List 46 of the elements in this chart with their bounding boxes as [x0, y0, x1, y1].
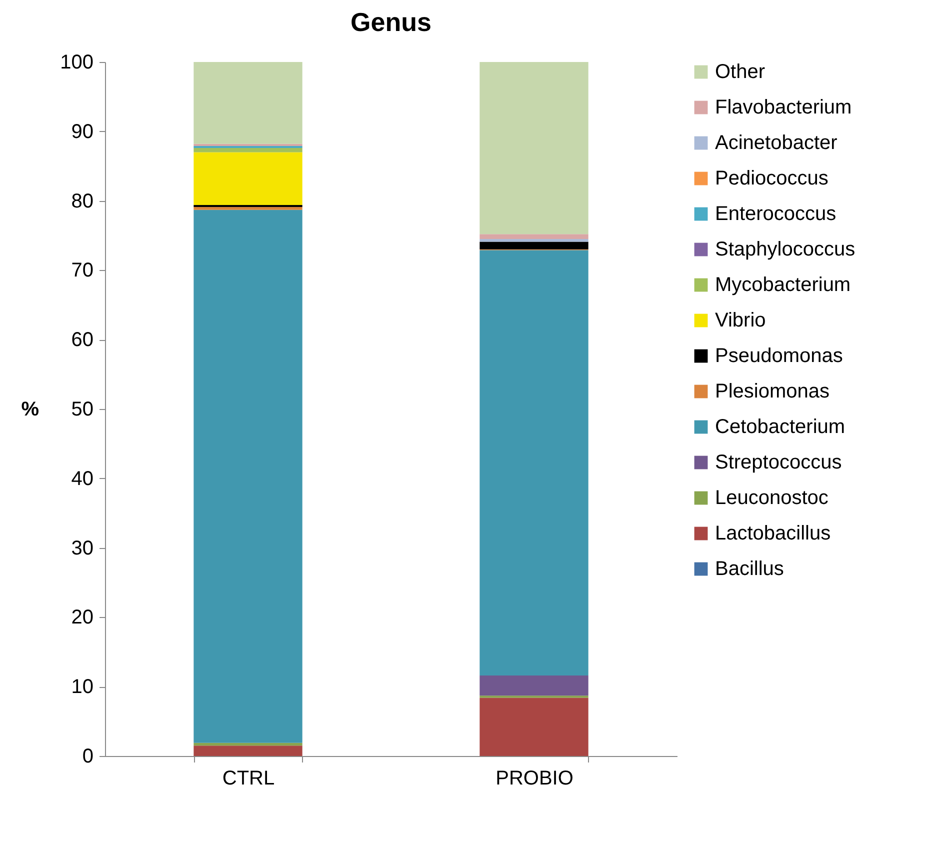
bar: [480, 62, 588, 234]
y-tick-label: 100: [60, 52, 94, 74]
bar: [194, 146, 302, 148]
y-tick-label: 60: [71, 329, 94, 352]
legend-label: Bacillus: [715, 558, 784, 580]
bar: [194, 148, 302, 152]
y-tick-label: 10: [71, 676, 94, 698]
legend-label: Cetobacterium: [715, 416, 846, 438]
bar: [194, 746, 302, 756]
chart-title: Genus: [350, 7, 432, 37]
y-tick-label: 80: [71, 190, 94, 212]
legend-label: Lactobacillus: [715, 522, 831, 544]
y-tick-label: 90: [71, 120, 94, 143]
legend-label: Plesiomonas: [715, 380, 830, 402]
bar: [480, 234, 588, 239]
legend-label: Enterococcus: [715, 203, 836, 225]
bar: [480, 238, 588, 242]
bar: [194, 742, 302, 746]
y-tick-label: 20: [71, 606, 94, 629]
y-tick-label: 0: [82, 746, 94, 768]
y-axis-title: %: [21, 398, 40, 420]
bar: [194, 204, 302, 208]
bar: [480, 242, 588, 250]
legend-label: Flavobacterium: [715, 96, 852, 118]
x-tick-label: PROBIO: [496, 768, 574, 790]
legend-label: Pediococcus: [715, 168, 828, 190]
bar: [194, 152, 302, 205]
bar: [480, 698, 588, 756]
bar: [480, 675, 588, 696]
bar: [194, 210, 302, 743]
legend-label: Acinetobacter: [715, 132, 838, 154]
y-tick-label: 40: [71, 468, 94, 490]
legend-label: Streptococcus: [715, 452, 842, 474]
legend-label: Vibrio: [715, 310, 766, 332]
legend-label: Other: [715, 61, 766, 83]
legend-label: Mycobacterium: [715, 274, 851, 296]
legend-label: Staphylococcus: [715, 238, 856, 260]
legend-label: Pseudomonas: [715, 345, 843, 367]
bar: [480, 250, 588, 676]
y-tick-label: 50: [71, 398, 94, 420]
bar: [194, 62, 302, 144]
y-tick-label: 30: [71, 537, 94, 560]
legend-label: Leuconostoc: [715, 487, 828, 509]
x-tick-label: CTRL: [222, 768, 275, 790]
y-tick-label: 70: [71, 260, 94, 282]
bar: [194, 207, 302, 210]
